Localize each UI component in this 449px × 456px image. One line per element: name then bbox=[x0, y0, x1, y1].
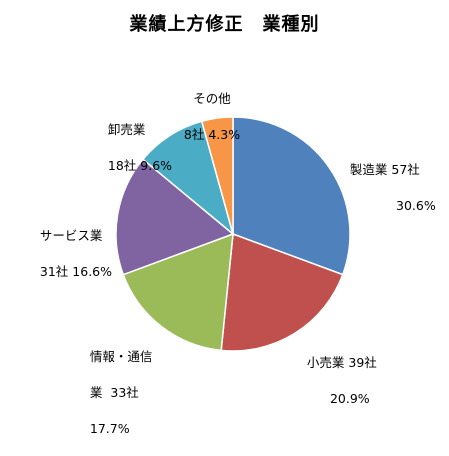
slice-label-category-line1: 情報・通信 bbox=[89, 349, 153, 364]
slice-label-service: サービス業 31社 16.6% bbox=[24, 209, 112, 299]
pie-slice-5 bbox=[200, 116, 234, 235]
slice-label-category: 製造業 bbox=[349, 162, 388, 177]
slice-label-count: 39社 bbox=[348, 355, 377, 370]
slice-label-count: 33社 bbox=[110, 385, 139, 400]
pie-plot-area bbox=[115, 116, 351, 352]
pie-slice-3 bbox=[115, 158, 235, 276]
slice-label-category: サービス業 bbox=[39, 228, 103, 243]
slice-label-retail: 小売業 39社 20.9% bbox=[291, 336, 377, 426]
pie-chart: 業績上方修正 業種別 製造業 57社 30.6% 小売業 39社 20.9% 情… bbox=[24, 14, 436, 436]
slice-label-count: 31社 bbox=[39, 264, 69, 279]
pie-slice-1 bbox=[220, 232, 344, 352]
slice-label-percent: 30.6% bbox=[396, 198, 436, 213]
slice-label-percent: 17.7% bbox=[89, 421, 130, 436]
slice-label-it: 情報・通信 業 33社 17.7% bbox=[74, 330, 153, 456]
slice-label-percent: 9.6% bbox=[140, 158, 173, 173]
slice-label-category: 卸売業 bbox=[107, 122, 146, 137]
slice-label-wholesale: 卸売業 18社 9.6% bbox=[92, 103, 172, 193]
slice-label-manufacturing: 製造業 57社 30.6% bbox=[334, 143, 436, 233]
pie-slice-0 bbox=[232, 116, 351, 276]
slice-label-count: 18社 bbox=[107, 158, 137, 173]
slice-label-percent: 16.6% bbox=[72, 264, 113, 279]
slice-label-percent: 4.3% bbox=[208, 127, 241, 142]
pie-slice-2 bbox=[122, 232, 234, 352]
slice-label-category: 小売業 bbox=[306, 355, 345, 370]
slice-label-count: 57社 bbox=[391, 162, 420, 177]
chart-title: 業績上方修正 業種別 bbox=[129, 14, 320, 35]
slice-label-other: その他 8社 4.3% bbox=[168, 72, 240, 162]
slice-label-count: 8社 bbox=[183, 127, 205, 142]
slice-label-percent: 20.9% bbox=[329, 391, 370, 406]
slice-label-category: その他 bbox=[193, 91, 231, 106]
slice-label-category-line2: 業 bbox=[89, 385, 103, 400]
